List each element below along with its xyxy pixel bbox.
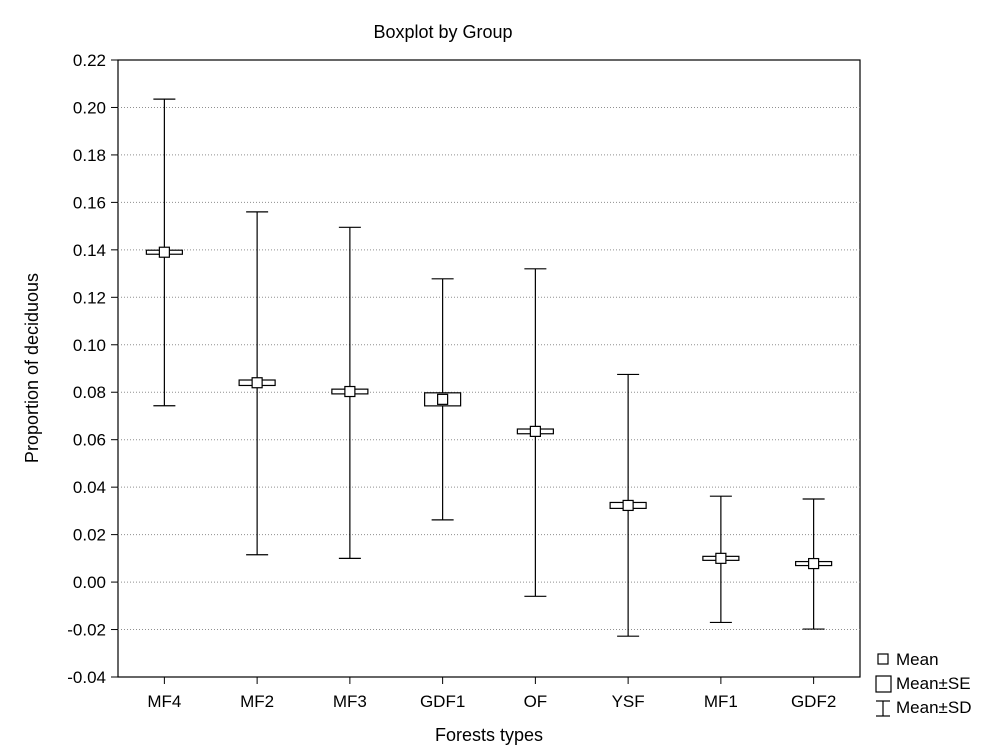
x-tick-label: YSF: [612, 692, 645, 711]
x-tick-label: OF: [524, 692, 548, 711]
y-tick-label: 0.16: [73, 193, 106, 212]
y-tick-label: 0.00: [73, 573, 106, 592]
plot-frame: [117, 59, 861, 678]
y-tick-label: -0.04: [67, 668, 106, 687]
boxplot-group-gdf1: [424, 278, 462, 521]
y-tick-label: 0.18: [73, 146, 106, 165]
boxplot-marks: [145, 98, 833, 637]
mean-marker: [529, 425, 541, 437]
x-axis-ticks: MF4 MF2 MF3 GDF1 OF YSF MF1 GDF2: [147, 677, 836, 711]
y-tick-label: -0.02: [67, 621, 106, 640]
legend-mean-label: Mean: [896, 650, 939, 669]
y-tick-label: 0.06: [73, 431, 106, 450]
y-tick-label: 0.14: [73, 241, 106, 260]
y-tick-label: 0.22: [73, 51, 106, 70]
legend-se-icon: [875, 675, 892, 693]
y-tick-label: 0.20: [73, 98, 106, 117]
chart-title: Boxplot by Group: [373, 22, 512, 42]
boxplot-group-mf4: [145, 98, 183, 407]
grid-lines: [118, 106, 860, 631]
legend-mean-icon: [877, 653, 889, 665]
y-tick-label: 0.04: [73, 478, 106, 497]
legend-sd-icon: [876, 700, 890, 717]
boxplot-group-mf1: [702, 495, 740, 624]
x-tick-label: MF3: [333, 692, 367, 711]
legend-se-label: Mean±SE: [896, 674, 971, 693]
boxplot-group-of: [516, 268, 554, 597]
boxplot-group-gdf2: [795, 498, 833, 630]
x-tick-label: MF4: [147, 692, 181, 711]
boxplot-group-mf2: [238, 211, 276, 556]
boxplot-group-mf3: [331, 226, 369, 559]
boxplot-group-ysf: [609, 373, 647, 637]
mean-marker: [808, 557, 820, 570]
mean-marker: [715, 552, 727, 564]
mean-marker: [622, 499, 634, 512]
x-tick-label: GDF2: [791, 692, 836, 711]
legend: Mean Mean±SE Mean±SD: [875, 650, 971, 717]
y-axis-ticks: 0.22 0.20 0.18 0.16 0.14 0.12 0.10 0.08 0.06 0.04…: [67, 51, 118, 687]
x-tick-label: MF1: [704, 692, 738, 711]
x-tick-label: MF2: [240, 692, 274, 711]
legend-sd-label: Mean±SD: [896, 698, 971, 717]
y-tick-label: 0.02: [73, 526, 106, 545]
mean-marker: [437, 393, 449, 405]
y-tick-label: 0.10: [73, 336, 106, 355]
mean-marker: [344, 385, 356, 398]
x-axis-label: Forests types: [435, 725, 543, 745]
mean-marker: [251, 377, 263, 389]
y-tick-label: 0.08: [73, 383, 106, 402]
y-tick-label: 0.12: [73, 288, 106, 307]
y-axis-label: Proportion of deciduous: [22, 273, 42, 463]
mean-marker: [158, 246, 170, 258]
x-tick-label: GDF1: [420, 692, 465, 711]
